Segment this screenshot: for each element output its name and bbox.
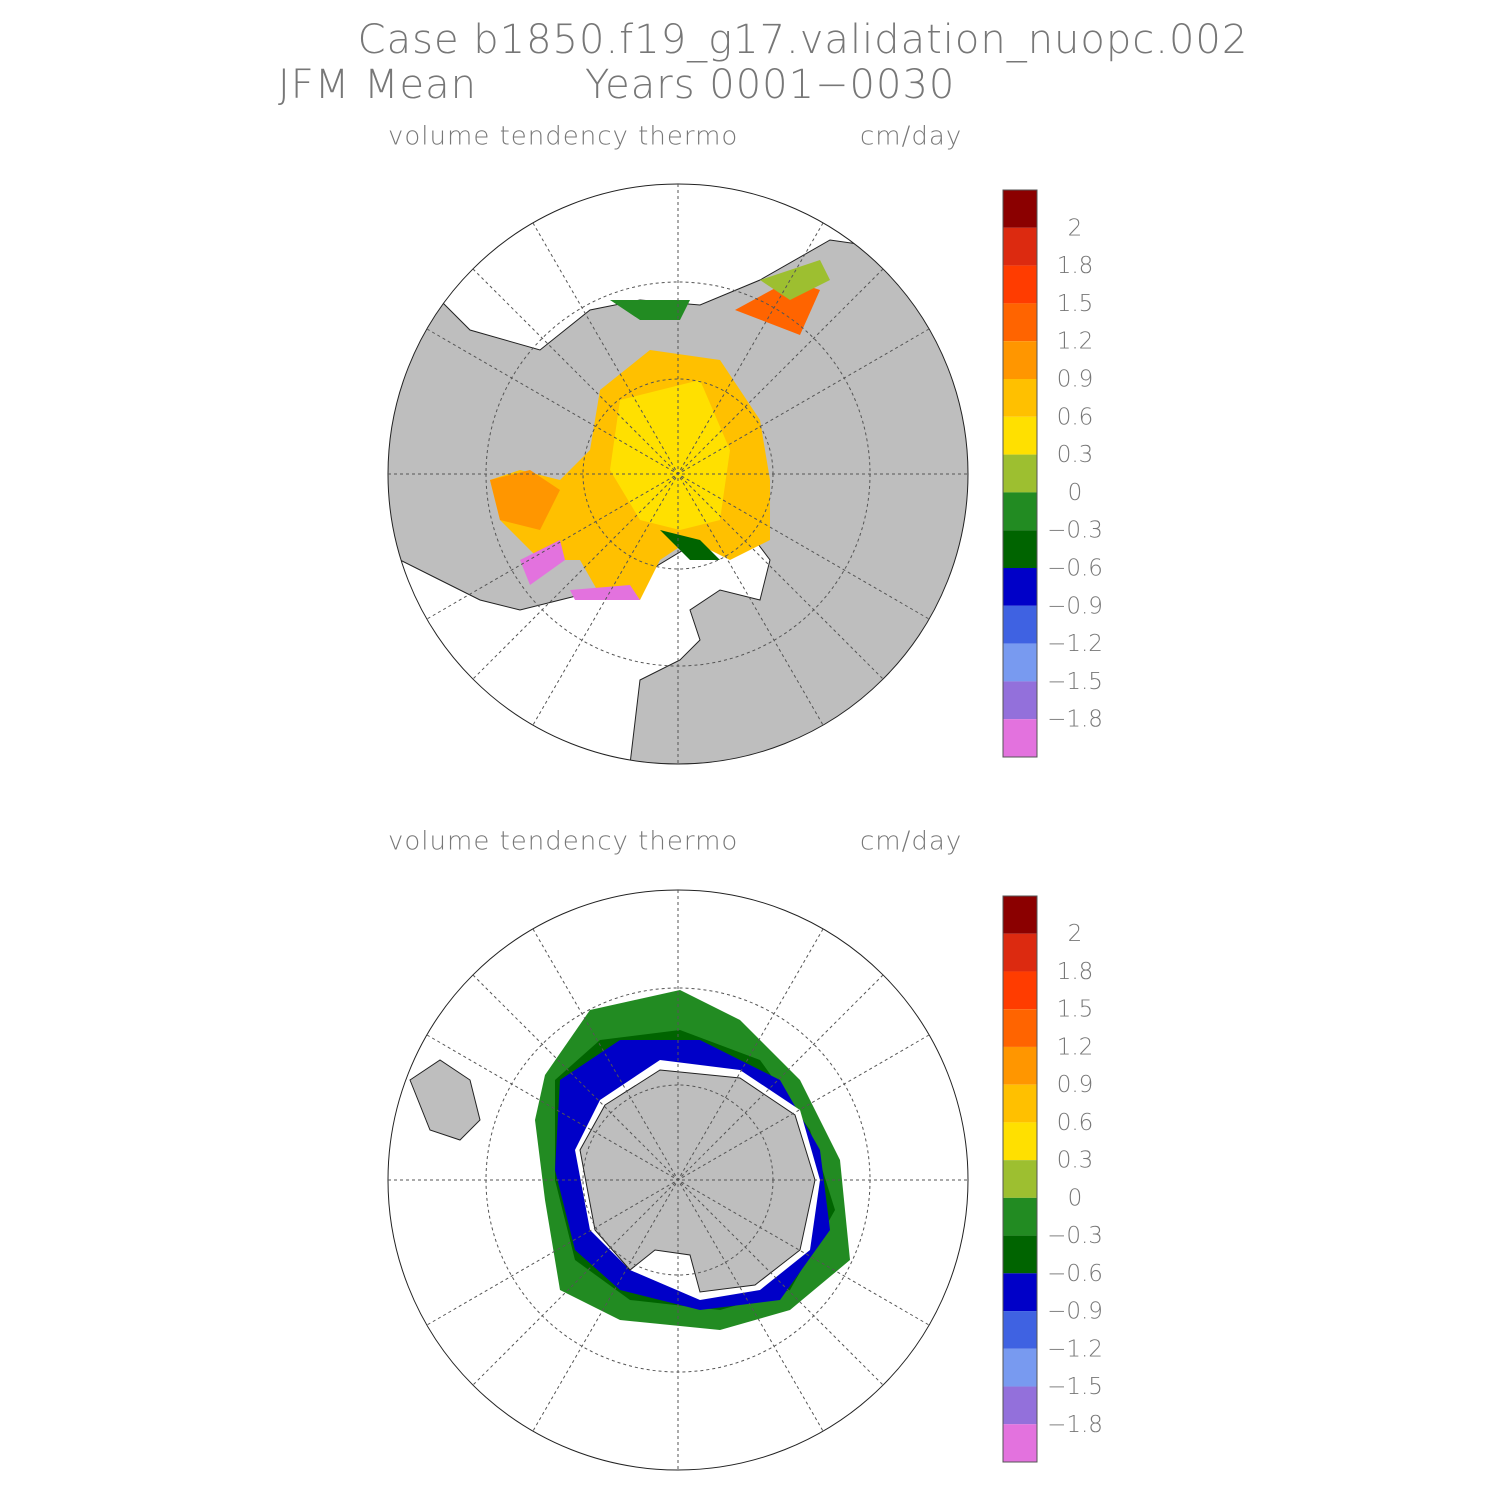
colorbar-segment	[1003, 492, 1037, 531]
colorbar-segment	[1003, 379, 1037, 417]
colorbar-label: −0.9	[1047, 593, 1103, 619]
colorbar-label: −1.8	[1047, 707, 1103, 733]
colorbar-segment	[1003, 1273, 1037, 1312]
colorbar-label: 2	[1068, 215, 1083, 241]
colorbar-segment	[1003, 1424, 1037, 1462]
colorbar-segment	[1003, 530, 1037, 568]
colorbar-label: 1.8	[1057, 959, 1094, 985]
colorbar-label: −1.5	[1047, 1374, 1103, 1400]
colorbar-segment	[1003, 1197, 1037, 1236]
colorbar-segment	[1003, 227, 1037, 266]
colorbar-label: 0.6	[1057, 1110, 1094, 1136]
case-title: Case b1850.f19_g17.validation_nuopc.002	[358, 17, 1249, 63]
colorbar-label: 1.8	[1057, 253, 1094, 279]
colorbar-label: −1.2	[1047, 1336, 1103, 1362]
colorbar-segment	[1003, 303, 1037, 342]
graticule	[388, 890, 968, 1470]
colorbar-label: 2	[1068, 921, 1083, 947]
colorbar-segment	[1003, 1160, 1037, 1198]
colorbar-label: 1.2	[1057, 329, 1094, 355]
colorbar-segment	[1003, 643, 1037, 682]
field-label: volume tendency thermo	[388, 122, 738, 152]
colorbar-label: −1.2	[1047, 631, 1103, 657]
units-label: cm/day	[860, 827, 962, 857]
colorbar-segment	[1003, 933, 1037, 972]
colorbar-segment	[1003, 341, 1037, 379]
colorbar-segment	[1003, 568, 1037, 606]
colorbar-label: 1.5	[1057, 291, 1094, 317]
field-label: volume tendency thermo	[388, 827, 738, 857]
colorbar-segment	[1003, 1009, 1037, 1047]
colorbar-label: −1.8	[1047, 1412, 1103, 1438]
colorbar-segment	[1003, 416, 1037, 455]
colorbar-frame	[1002, 189, 1038, 758]
colorbar-segment	[1003, 719, 1037, 757]
antarctic-map	[409, 990, 850, 1330]
colorbar-label: 0.3	[1057, 442, 1094, 468]
colorbar-frame	[1002, 895, 1038, 1463]
colorbar-segment	[1003, 971, 1037, 1010]
units-label: cm/day	[860, 122, 962, 152]
colorbar-label: 0	[1068, 480, 1083, 506]
colorbar-label: 0.6	[1057, 404, 1094, 430]
colorbar-label: 0.3	[1057, 1148, 1094, 1174]
colorbar-segment	[1003, 605, 1037, 644]
colorbar-segment	[1003, 1122, 1037, 1161]
years-title: Years 0001−0030	[585, 62, 955, 108]
colorbar-segment	[1003, 1348, 1037, 1387]
colorbar-label: 0.9	[1057, 1072, 1094, 1098]
colorbar-label: −0.6	[1047, 556, 1103, 582]
colorbar-segment	[1003, 190, 1037, 228]
colorbar-segment	[1003, 1386, 1037, 1425]
colorbar-segment	[1003, 896, 1037, 934]
colorbar-segment	[1003, 1046, 1037, 1085]
colorbar-label: 1.2	[1057, 1034, 1094, 1060]
colorbar-segment	[1003, 265, 1037, 304]
colorbar-label: −0.3	[1047, 1223, 1103, 1249]
colorbar-label: 0.9	[1057, 367, 1094, 393]
graticule	[388, 184, 968, 764]
colorbar-label: −0.3	[1047, 518, 1103, 544]
colorbar-label: 0	[1068, 1185, 1083, 1211]
colorbar-label: −1.5	[1047, 669, 1103, 695]
colorbar-segment	[1003, 1311, 1037, 1349]
colorbar-label: −0.6	[1047, 1261, 1103, 1287]
season-title: JFM Mean	[278, 62, 477, 108]
colorbar-label: 1.5	[1057, 997, 1094, 1023]
colorbar-segment	[1003, 1235, 1037, 1274]
colorbar-segment	[1003, 454, 1037, 493]
colorbar-segment	[1003, 681, 1037, 720]
colorbar-label: −0.9	[1047, 1299, 1103, 1325]
colorbar-segment	[1003, 1084, 1037, 1123]
